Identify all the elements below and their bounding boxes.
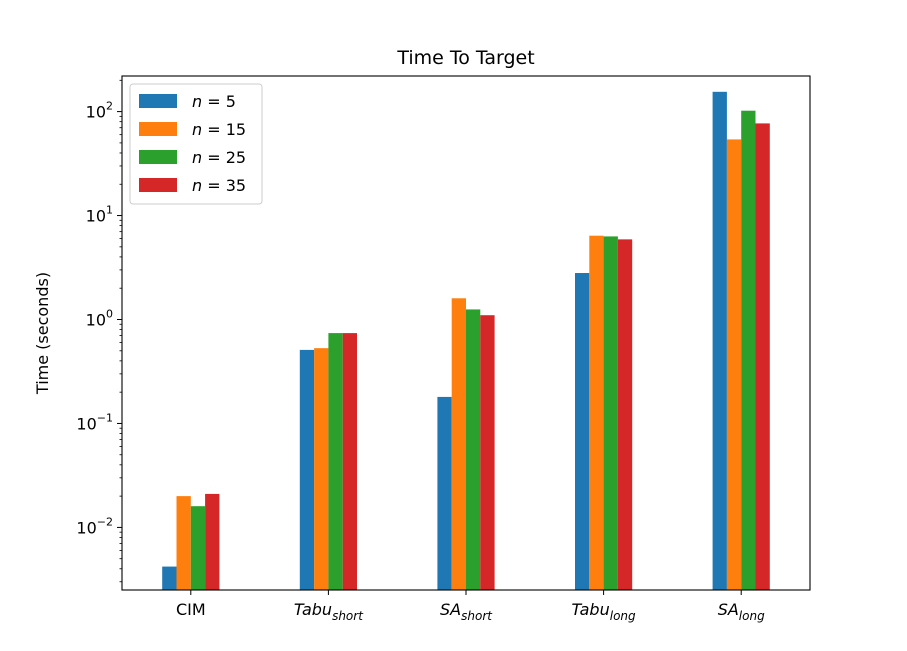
x-tick-label: CIM <box>176 600 206 619</box>
y-tick-label: 102 <box>86 100 113 122</box>
bar <box>466 309 481 590</box>
legend-swatch <box>139 178 177 192</box>
y-tick-label: 100 <box>86 308 113 330</box>
x-tick-label: SAshort <box>440 600 493 623</box>
bar <box>299 349 315 590</box>
plot-area <box>121 75 811 591</box>
bar <box>451 298 466 590</box>
y-tick-label: 10−1 <box>76 411 113 433</box>
chart-title: Time To Target <box>396 47 534 69</box>
legend-swatch <box>139 150 177 164</box>
x-tick-label: Tabulong <box>572 600 636 623</box>
bar <box>603 236 618 590</box>
legend-label: n = 15 <box>192 120 246 139</box>
x-tick-label: SAlong <box>718 600 765 623</box>
bar <box>755 123 770 591</box>
legend: n = 5 n = 15 n = 25 n = 35 <box>129 83 263 205</box>
bar <box>314 348 329 590</box>
x-tick-label: Tabushort <box>294 600 364 623</box>
x-axis: CIM Tabushort SAshort Tabulong SAlong <box>176 590 765 623</box>
legend-swatch <box>139 94 177 108</box>
bar <box>575 273 590 590</box>
y-axis: 10−2 10−1 100 101 102 <box>76 79 122 583</box>
y-axis-title: Time (seconds) <box>33 272 52 395</box>
bar <box>205 493 220 590</box>
bar <box>342 333 357 590</box>
bar <box>162 566 177 590</box>
bar <box>437 396 452 590</box>
bar <box>480 315 495 590</box>
legend-label: n = 5 <box>192 92 236 111</box>
bar <box>726 139 742 591</box>
bar <box>741 110 756 590</box>
legend-box <box>129 83 263 205</box>
bar <box>617 239 633 590</box>
legend-label: n = 25 <box>192 148 246 167</box>
y-tick-label: 10−2 <box>76 515 113 537</box>
bar <box>589 235 604 590</box>
bar <box>190 506 206 590</box>
legend-swatch <box>139 122 177 136</box>
bar <box>712 91 727 590</box>
bar <box>176 496 191 590</box>
legend-label: n = 35 <box>192 176 246 195</box>
bar <box>328 333 343 590</box>
y-tick-label: 101 <box>86 204 113 226</box>
